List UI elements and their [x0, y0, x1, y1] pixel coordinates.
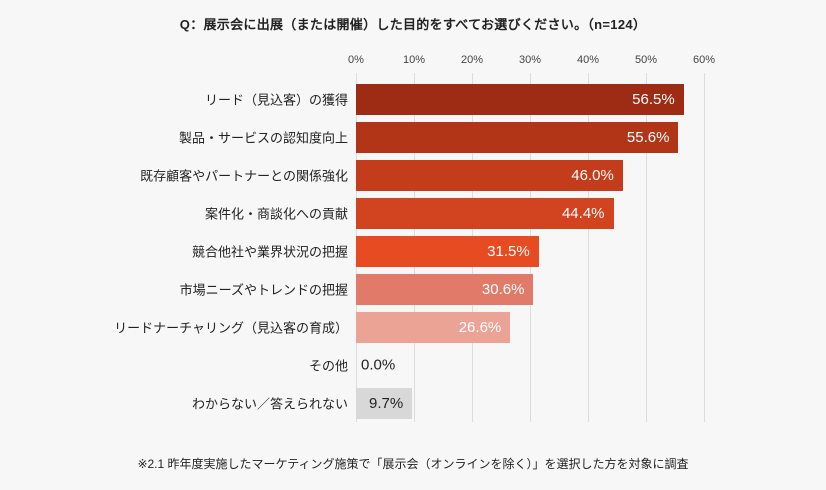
- bar-cell: 26.6%: [356, 311, 704, 343]
- x-axis-tick: 20%: [460, 54, 483, 66]
- bar-cell: 0.0%: [356, 350, 704, 381]
- category-label: わからない／答えられない: [191, 396, 348, 412]
- bar-cell: 46.0%: [356, 159, 704, 191]
- category-label: リードナーチャリング（見込客の育成）: [114, 320, 348, 336]
- x-axis-tick: 60%: [692, 54, 716, 66]
- x-axis-tick: 40%: [576, 54, 600, 66]
- gridline-40: [588, 73, 589, 422]
- category-label: 製品・サービスの認知度向上: [178, 130, 348, 146]
- bar-cell: 55.6%: [356, 121, 704, 153]
- value-label: 55.6%: [626, 128, 670, 146]
- bar-cell: 56.5%: [356, 83, 704, 115]
- bar[interactable]: 9.7%: [356, 387, 413, 419]
- chart-row: リード（見込客）の獲得 56.5%: [205, 80, 704, 118]
- value-label: 0.0%: [361, 356, 396, 374]
- category-label: その他: [308, 358, 348, 374]
- chart-row: 市場ニーズやトレンドの把握 30.6%: [180, 270, 704, 308]
- value-label: 56.5%: [632, 90, 675, 108]
- x-axis-tick: 50%: [634, 54, 657, 66]
- chart-row: リードナーチャリング（見込客の育成） 26.6%: [114, 308, 704, 346]
- value-label: 9.7%: [369, 394, 404, 412]
- category-label: 競合他社や業界状況の把握: [191, 244, 348, 260]
- category-label: 案件化・商談化への貢献: [204, 206, 348, 222]
- chart-row: わからない／答えられない 9.7%: [192, 384, 704, 422]
- category-label: リード（見込客）の獲得: [204, 92, 348, 108]
- x-axis-tick: 0%: [348, 54, 364, 66]
- x-axis-tick: 10%: [402, 54, 426, 66]
- chart-row: 既存顧客やパートナーとの関係強化 46.0%: [140, 156, 704, 194]
- bar[interactable]: 56.5%: [356, 83, 684, 115]
- chart-row: 案件化・商談化への貢献 44.4%: [205, 194, 704, 232]
- value-label: 30.6%: [481, 280, 525, 298]
- category-label: 既存顧客やパートナーとの関係強化: [140, 168, 348, 184]
- bar[interactable]: 31.5%: [356, 235, 539, 267]
- bar[interactable]: 26.6%: [356, 311, 511, 343]
- bar-cell: 9.7%: [356, 387, 704, 419]
- bar-rows: リード（見込客）の獲得 56.5% 製品・サービスの認知度向上 55.6% 既存…: [114, 80, 704, 422]
- bar-cell: 44.4%: [356, 197, 704, 229]
- gridline-60: [704, 73, 705, 422]
- value-label: 46.0%: [571, 166, 614, 184]
- bar[interactable]: 46.0%: [356, 159, 623, 191]
- value-label: 31.5%: [487, 242, 530, 260]
- plot-area: 0% 10% 20% 30% 40% 50% 60% リード（見込客）の獲得 5…: [114, 54, 715, 422]
- bar[interactable]: 30.6%: [356, 273, 534, 305]
- x-axis-tick: 30%: [518, 54, 542, 66]
- category-label: 市場ニーズやトレンドの把握: [179, 282, 348, 298]
- chart-row: 製品・サービスの認知度向上 55.6%: [179, 118, 704, 156]
- bar[interactable]: 44.4%: [356, 197, 614, 229]
- gridline-50: [645, 73, 647, 422]
- bar-cell: 31.5%: [356, 235, 704, 267]
- chart-title: Q：展示会に出展（または開催）した目的をすべてお選びください。（n=124）: [179, 17, 647, 32]
- chart-row: その他 0.0%: [309, 346, 704, 384]
- value-label: 26.6%: [458, 318, 502, 336]
- value-label: 44.4%: [561, 204, 605, 222]
- chart-row: 競合他社や業界状況の把握 31.5%: [192, 232, 704, 270]
- bar[interactable]: 55.6%: [356, 121, 679, 153]
- footnote: ※2.1 昨年度実施したマーケティング施策で「展示会（オンラインを除く）」を選択…: [137, 457, 689, 471]
- bar-cell: 30.6%: [356, 273, 704, 305]
